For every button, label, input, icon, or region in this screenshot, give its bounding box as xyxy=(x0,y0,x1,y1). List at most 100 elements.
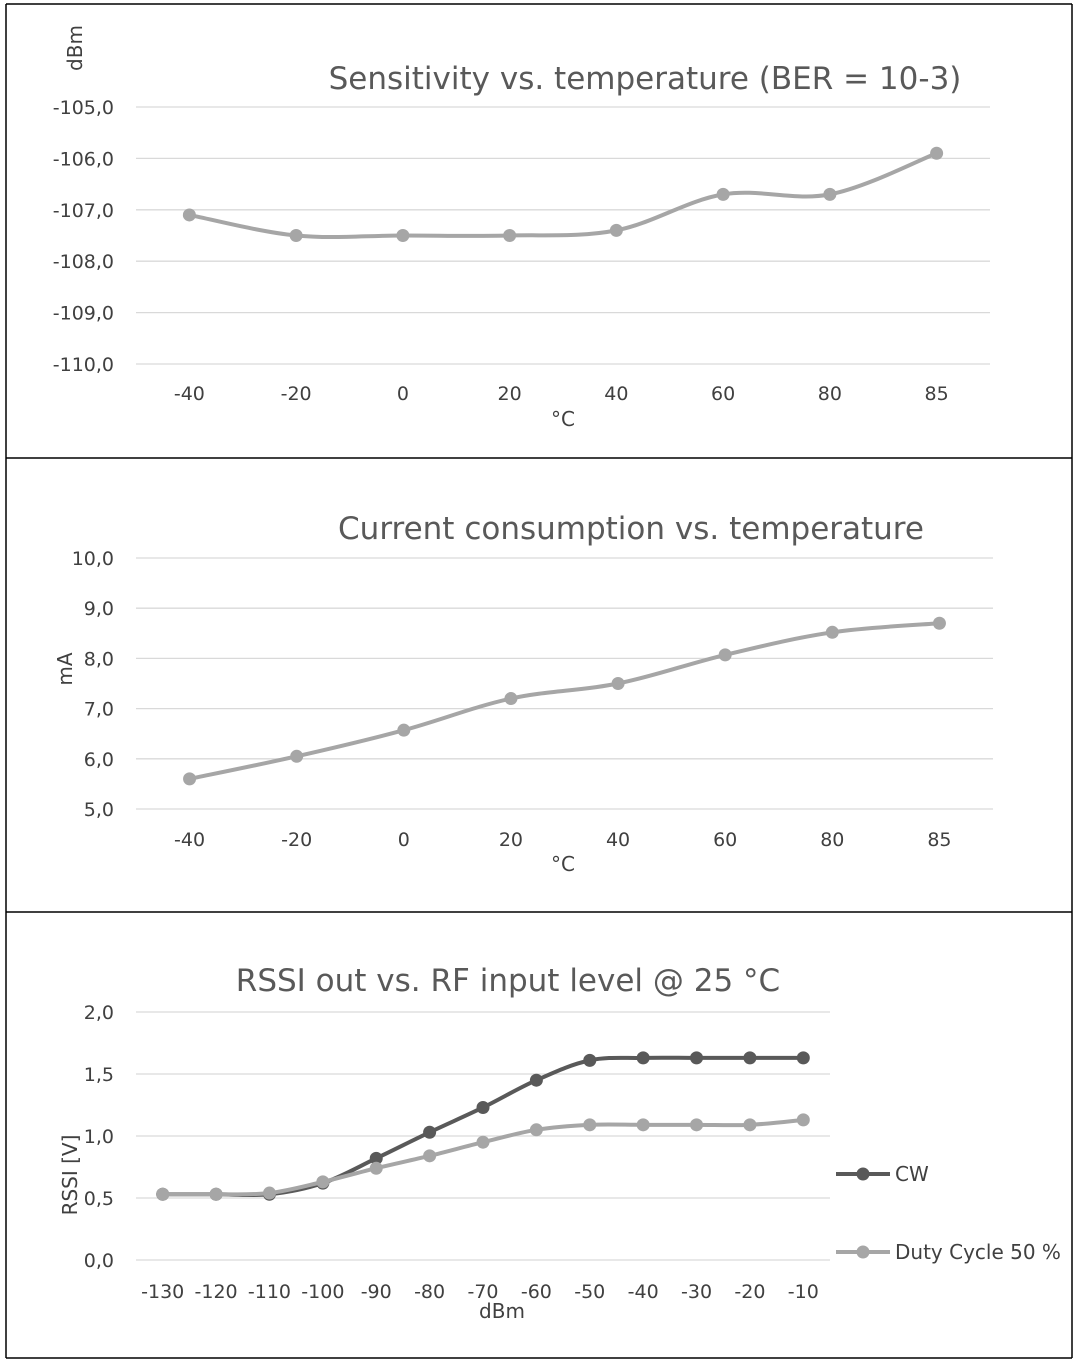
y-axis-label: RSSI [V] xyxy=(58,1135,82,1216)
x-tick-label: -50 xyxy=(574,1281,605,1303)
series-line xyxy=(189,621,940,781)
data-point xyxy=(796,1113,810,1127)
data-point xyxy=(476,1100,490,1114)
sensitivity-chart: Sensitivity vs. temperature (BER = 10-3)… xyxy=(53,25,990,431)
current-consumption-chart: Current consumption vs. temperature mA °… xyxy=(53,511,993,876)
y-axis-label: mA xyxy=(53,652,77,685)
x-tick-label: 60 xyxy=(711,383,735,405)
y-tick-label: -106,0 xyxy=(53,148,114,170)
data-point xyxy=(423,1149,437,1163)
data-point xyxy=(690,1118,704,1132)
data-point xyxy=(932,616,946,630)
x-tick-label: -100 xyxy=(301,1281,344,1303)
x-tick-label: -40 xyxy=(174,383,205,405)
data-point xyxy=(718,648,732,662)
data-point xyxy=(796,1051,810,1065)
data-point xyxy=(423,1125,437,1139)
data-point xyxy=(611,677,625,690)
x-tick-label: -70 xyxy=(467,1281,498,1303)
data-point xyxy=(262,1186,276,1200)
x-tick-label: -10 xyxy=(788,1281,819,1303)
data-point xyxy=(156,1187,170,1201)
data-point xyxy=(369,1151,383,1165)
legend-label: CW xyxy=(895,1162,929,1186)
y-tick-label: 7,0 xyxy=(84,699,114,721)
series-line xyxy=(162,1117,804,1197)
data-point xyxy=(930,146,944,160)
data-point xyxy=(289,229,303,242)
x-tick-label: -90 xyxy=(361,1281,392,1303)
y-tick-label: 6,0 xyxy=(84,749,114,771)
x-tick-label: -20 xyxy=(734,1281,765,1303)
data-point xyxy=(396,229,410,242)
x-tick-label: -40 xyxy=(628,1281,659,1303)
x-tick-label: -130 xyxy=(141,1281,184,1303)
y-tick-label: -107,0 xyxy=(53,200,114,222)
y-tick-label: -110,0 xyxy=(53,354,114,376)
data-point xyxy=(397,723,411,737)
data-point xyxy=(369,1161,383,1175)
data-point xyxy=(290,749,304,763)
x-tick-label: -30 xyxy=(681,1281,712,1303)
x-tick-label: -80 xyxy=(414,1281,445,1303)
chart-title: Sensitivity vs. temperature (BER = 10-3) xyxy=(329,61,962,97)
data-point xyxy=(504,692,518,706)
x-tick-label: 20 xyxy=(499,829,523,851)
data-point xyxy=(690,1051,704,1065)
y-tick-label: 10,0 xyxy=(72,548,114,570)
data-point xyxy=(743,1051,757,1065)
x-tick-label: 40 xyxy=(606,829,630,851)
data-point xyxy=(183,772,197,786)
data-point xyxy=(583,1053,597,1067)
x-tick-label: 0 xyxy=(397,383,409,405)
series-line xyxy=(188,151,938,240)
y-tick-label: 2,0 xyxy=(84,1002,114,1024)
data-point xyxy=(636,1118,650,1132)
y-tick-label: 5,0 xyxy=(84,799,114,821)
x-tick-label: -110 xyxy=(248,1281,291,1303)
data-point xyxy=(716,187,730,201)
panel-borders xyxy=(5,3,1073,1359)
data-point xyxy=(583,1118,597,1132)
data-point xyxy=(529,1123,543,1137)
x-tick-label: 40 xyxy=(604,383,628,405)
y-tick-label: -109,0 xyxy=(53,303,114,325)
legend-label: Duty Cycle 50 % xyxy=(895,1240,1061,1264)
y-tick-label: 1,0 xyxy=(84,1126,114,1148)
x-tick-label: -120 xyxy=(195,1281,238,1303)
x-axis-label: °C xyxy=(551,407,575,431)
x-tick-label: 85 xyxy=(925,383,949,405)
legend-swatch-marker xyxy=(856,1245,870,1259)
y-tick-label: 0,5 xyxy=(84,1188,114,1210)
y-tick-label: -108,0 xyxy=(53,251,114,273)
rssi-chart: RSSI out vs. RF input level @ 25 °C RSSI… xyxy=(58,963,1061,1323)
data-point xyxy=(316,1175,330,1189)
legend-swatch-marker xyxy=(856,1167,870,1181)
x-tick-label: -20 xyxy=(281,829,312,851)
data-point xyxy=(503,229,517,242)
data-point xyxy=(182,208,196,222)
data-point xyxy=(743,1118,757,1132)
data-point xyxy=(476,1135,490,1149)
x-tick-label: -20 xyxy=(281,383,312,405)
data-point xyxy=(825,625,839,639)
data-point xyxy=(529,1073,543,1087)
data-point xyxy=(209,1187,223,1201)
chart-title: RSSI out vs. RF input level @ 25 °C xyxy=(236,963,780,999)
y-tick-label: 9,0 xyxy=(84,598,114,620)
x-tick-label: -40 xyxy=(174,829,205,851)
chart-title: Current consumption vs. temperature xyxy=(338,511,924,547)
x-tick-label: 80 xyxy=(820,829,844,851)
x-tick-label: 85 xyxy=(927,829,951,851)
x-tick-label: 0 xyxy=(398,829,410,851)
y-tick-label: -105,0 xyxy=(53,97,114,119)
x-axis-label: dBm xyxy=(479,1299,525,1323)
x-axis-label: °C xyxy=(551,852,575,876)
data-point xyxy=(823,187,837,201)
y-tick-label: 0,0 xyxy=(84,1250,114,1272)
x-tick-label: 20 xyxy=(498,383,522,405)
y-tick-label: 1,5 xyxy=(84,1064,114,1086)
x-tick-label: 60 xyxy=(713,829,737,851)
data-point xyxy=(636,1051,650,1065)
